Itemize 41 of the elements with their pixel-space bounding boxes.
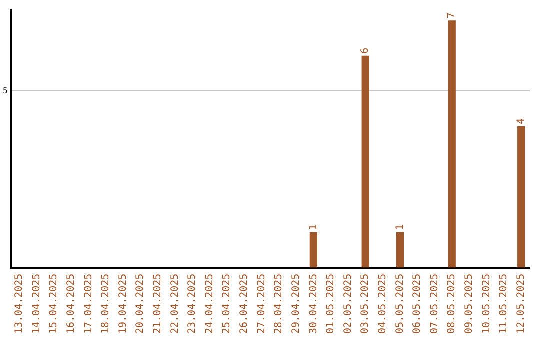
x-tick-label: 30.04.2025	[308, 274, 320, 334]
x-tick-label: 24.04.2025	[204, 274, 216, 334]
x-tick-label: 05.05.2025	[394, 274, 406, 334]
data-label: 1	[308, 224, 320, 230]
x-tick-label: 08.05.2025	[446, 274, 458, 334]
x-tick-label: 21.04.2025	[152, 274, 164, 334]
x-tick-label: 04.05.2025	[377, 274, 388, 334]
x-tick-label: 09.05.2025	[464, 274, 476, 334]
x-tick-label: 25.04.2025	[222, 274, 233, 334]
x-tick-label: 15.04.2025	[48, 274, 60, 334]
x-tick-label: 11.05.2025	[498, 274, 510, 334]
x-tick-label: 27.04.2025	[256, 274, 268, 334]
bar	[396, 232, 404, 268]
x-tick-label: 12.05.2025	[516, 274, 527, 334]
x-tick-label: 17.04.2025	[83, 274, 94, 334]
x-tick-label: 28.04.2025	[274, 274, 285, 334]
x-tick-label: 29.04.2025	[290, 274, 302, 334]
x-tick-label: 13.04.2025	[14, 274, 26, 334]
x-tick-label: 23.04.2025	[187, 274, 198, 334]
bar	[362, 56, 370, 268]
x-tick-label: 14.04.2025	[31, 274, 42, 334]
x-tick-label: 10.05.2025	[481, 274, 492, 334]
bar	[448, 20, 456, 268]
x-tick-label: 16.04.2025	[66, 274, 77, 334]
x-tick-label: 01.05.2025	[326, 274, 337, 334]
data-label: 1	[394, 224, 406, 230]
x-tick-label: 22.04.2025	[170, 274, 181, 334]
data-label: 7	[446, 12, 458, 19]
data-label: 4	[516, 118, 527, 125]
data-label: 6	[360, 48, 372, 54]
x-tick-label: 07.05.2025	[429, 274, 440, 334]
x-tick-label: 18.04.2025	[100, 274, 112, 334]
x-tick-label: 19.04.2025	[118, 274, 129, 334]
x-tick-label: 20.04.2025	[135, 274, 146, 334]
bar	[518, 126, 526, 268]
x-tick-label: 02.05.2025	[342, 274, 354, 334]
x-tick-label: 06.05.2025	[412, 274, 424, 334]
x-tick-label: 26.04.2025	[239, 274, 250, 334]
y-tick-label: 5	[2, 86, 8, 96]
bar	[310, 232, 318, 268]
x-tick-label: 03.05.2025	[360, 274, 372, 334]
